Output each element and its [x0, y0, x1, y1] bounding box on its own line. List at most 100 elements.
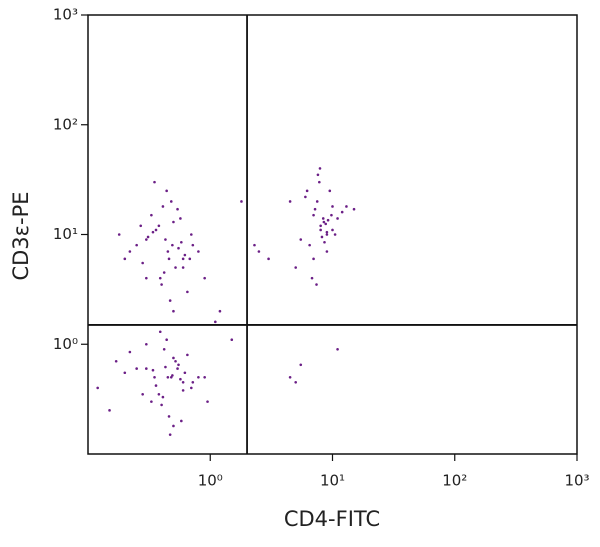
- event-dot: [162, 347, 166, 351]
- event-dot: [153, 375, 156, 379]
- event-dot: [299, 238, 303, 241]
- event-dot: [326, 218, 330, 222]
- event-dot: [186, 290, 189, 294]
- event-dot: [345, 205, 348, 208]
- event-dot: [164, 365, 167, 369]
- event-dot: [206, 400, 209, 403]
- event-dot: [154, 384, 158, 387]
- event-dot: [230, 338, 234, 342]
- event-dot: [330, 213, 333, 217]
- event-dot: [160, 403, 163, 407]
- event-dot: [135, 243, 138, 247]
- event-dot: [128, 350, 132, 354]
- y-axis-title: CD3ε-PE: [9, 191, 33, 280]
- y-tick-label: 10¹: [53, 225, 78, 243]
- event-dot: [168, 299, 172, 302]
- event-dot: [161, 395, 165, 399]
- event-dot: [180, 240, 183, 244]
- event-dot: [315, 200, 319, 203]
- event-dot: [145, 276, 148, 280]
- event-dot: [325, 250, 329, 253]
- event-dot: [168, 433, 172, 436]
- event-dot: [176, 207, 179, 211]
- event-dot: [151, 368, 155, 372]
- event-dot: [214, 320, 217, 324]
- event-dot: [158, 330, 162, 334]
- event-dot: [197, 250, 200, 253]
- event-dot: [191, 381, 195, 384]
- event-dot: [328, 189, 332, 193]
- event-dot: [114, 359, 118, 363]
- event-dot: [174, 266, 177, 269]
- event-dot: [320, 235, 324, 239]
- event-dot: [160, 283, 163, 286]
- event-dot: [123, 257, 127, 261]
- event-dot: [117, 233, 121, 236]
- event-dot: [157, 392, 161, 396]
- event-dot: [171, 374, 174, 377]
- event-dot: [240, 200, 243, 203]
- event-dot: [325, 230, 329, 234]
- event-dot: [257, 250, 261, 253]
- event-dot: [319, 224, 322, 228]
- event-dot: [145, 238, 148, 241]
- event-dot: [323, 240, 326, 244]
- event-dot: [172, 424, 175, 428]
- event-dot: [145, 367, 148, 370]
- x-tick-label: 10³: [564, 472, 589, 490]
- event-dot: [352, 207, 356, 211]
- event-dot: [166, 375, 170, 379]
- event-dot: [181, 389, 185, 392]
- event-dot: [319, 228, 322, 232]
- event-dot: [218, 309, 222, 313]
- event-dot: [157, 224, 161, 228]
- event-dot: [164, 238, 167, 241]
- event-dot: [176, 367, 179, 370]
- event-dot: [158, 276, 162, 280]
- event-dot: [340, 210, 344, 214]
- event-dot: [181, 257, 185, 261]
- event-dot: [165, 189, 168, 193]
- event-dot: [203, 276, 206, 280]
- event-dot: [294, 266, 297, 269]
- event-dot: [253, 243, 256, 247]
- event-dot: [331, 228, 334, 232]
- event-dot: [108, 409, 111, 412]
- event-dot: [167, 257, 171, 261]
- event-dot: [179, 217, 182, 220]
- event-dot: [172, 220, 175, 224]
- event-dot: [171, 243, 174, 247]
- y-tick-label: 10⁰: [53, 335, 78, 353]
- event-dot: [172, 309, 175, 313]
- event-dot: [313, 207, 317, 211]
- event-dot: [305, 189, 309, 193]
- event-dot: [322, 220, 326, 224]
- event-dot: [325, 233, 329, 236]
- event-dot: [180, 419, 183, 423]
- event-dot: [316, 173, 320, 177]
- event-dot: [333, 233, 337, 236]
- plot-frame: [87, 14, 578, 455]
- event-dot: [96, 386, 99, 390]
- event-dot: [288, 200, 292, 203]
- x-tick-label: 10¹: [320, 472, 345, 490]
- event-dot: [161, 205, 165, 208]
- event-dot: [288, 375, 292, 379]
- event-dot: [294, 381, 297, 384]
- event-dot: [179, 377, 182, 381]
- event-dot: [141, 261, 144, 265]
- event-dot: [183, 253, 187, 257]
- event-dot: [150, 213, 153, 217]
- x-axis-title: CD4-FITC: [284, 507, 380, 531]
- event-dot: [310, 276, 314, 280]
- event-dot: [312, 257, 315, 261]
- event-dot: [135, 367, 138, 370]
- event-dot: [166, 250, 170, 253]
- event-dot: [177, 363, 180, 367]
- event-dot: [150, 400, 153, 403]
- event-dot: [304, 195, 307, 199]
- event-dot: [151, 230, 155, 234]
- event-dot: [318, 180, 321, 184]
- event-dot: [145, 342, 148, 346]
